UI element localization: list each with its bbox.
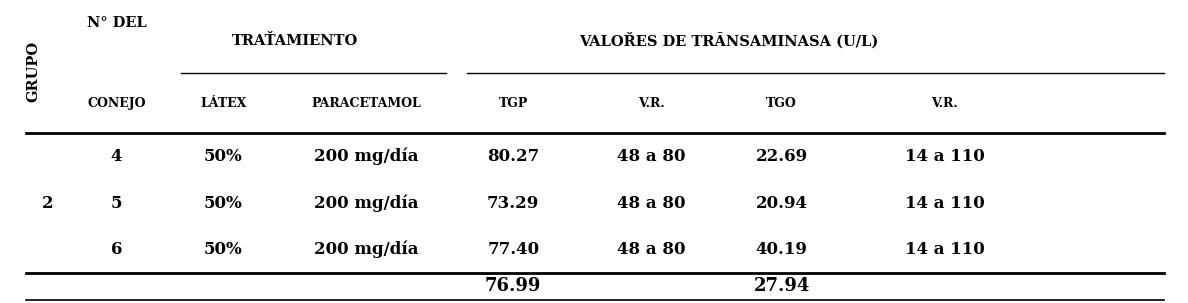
Text: LÁTEX: LÁTEX xyxy=(200,97,247,109)
Text: 48 a 80: 48 a 80 xyxy=(617,148,685,165)
Text: TRAŤAMIENTO: TRAŤAMIENTO xyxy=(232,34,358,48)
Text: 14 a 110: 14 a 110 xyxy=(904,195,985,211)
Text: VALOŘES DE TRĀNSAMINASA (U/L): VALOŘES DE TRĀNSAMINASA (U/L) xyxy=(580,33,878,49)
Text: 27.94: 27.94 xyxy=(753,277,810,295)
Text: 14 a 110: 14 a 110 xyxy=(904,148,985,165)
Text: 14 a 110: 14 a 110 xyxy=(904,241,985,258)
Text: CONEJO: CONEJO xyxy=(87,97,146,109)
Text: 50%: 50% xyxy=(204,148,242,165)
Text: 2: 2 xyxy=(42,195,53,211)
Text: V.R.: V.R. xyxy=(931,97,958,109)
Text: 77.40: 77.40 xyxy=(487,241,539,258)
Text: 80.27: 80.27 xyxy=(487,148,539,165)
Text: TGO: TGO xyxy=(766,97,797,109)
Text: 73.29: 73.29 xyxy=(487,195,539,211)
Text: 20.94: 20.94 xyxy=(756,195,808,211)
Text: 76.99: 76.99 xyxy=(485,277,542,295)
Text: 50%: 50% xyxy=(204,241,242,258)
Text: 48 a 80: 48 a 80 xyxy=(617,195,685,211)
Text: 48 a 80: 48 a 80 xyxy=(617,241,685,258)
Text: 40.19: 40.19 xyxy=(756,241,808,258)
Text: 6: 6 xyxy=(110,241,122,258)
Text: 22.69: 22.69 xyxy=(756,148,808,165)
Text: V.R.: V.R. xyxy=(638,97,664,109)
Text: 200 mg/día: 200 mg/día xyxy=(314,148,418,165)
Text: N° DEL: N° DEL xyxy=(87,16,146,30)
Text: TGP: TGP xyxy=(499,97,527,109)
Text: 50%: 50% xyxy=(204,195,242,211)
Text: 4: 4 xyxy=(110,148,122,165)
Text: 5: 5 xyxy=(110,195,122,211)
Text: GRUPO: GRUPO xyxy=(26,41,40,102)
Text: 200 mg/día: 200 mg/día xyxy=(314,194,418,212)
Text: 200 mg/día: 200 mg/día xyxy=(314,241,418,258)
Text: PARACETAMOL: PARACETAMOL xyxy=(311,97,421,109)
